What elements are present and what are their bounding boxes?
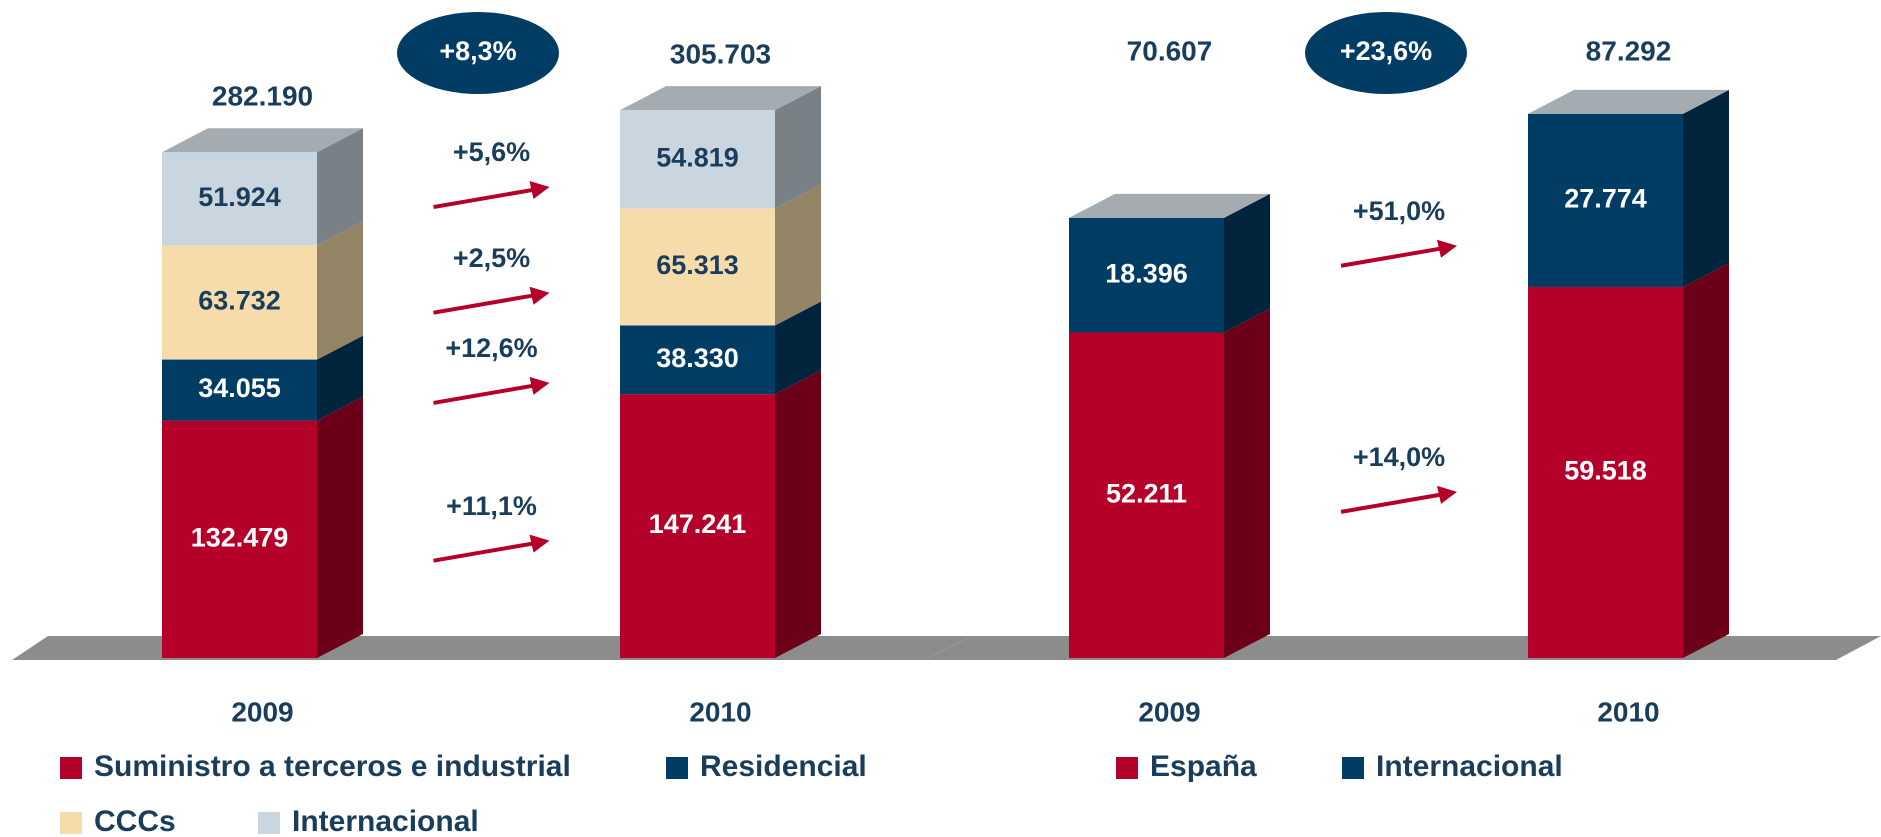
bar-top (1069, 193, 1270, 218)
segment-label: 38.330 (656, 343, 739, 373)
bar-segment (162, 420, 317, 658)
growth-arrowhead (1437, 485, 1457, 504)
bar-top (162, 128, 363, 153)
growth-label: +51,0% (1353, 196, 1445, 226)
bar-side (1683, 89, 1729, 287)
legend-label: Internacional (1376, 750, 1563, 783)
x-tick-label: 2010 (689, 696, 751, 727)
growth-label: +11,1% (446, 491, 537, 521)
total-label: 87.292 (1586, 35, 1672, 66)
growth-label: +5,6% (453, 137, 530, 167)
segment-label: 54.819 (656, 142, 739, 172)
segment-label: 65.313 (656, 250, 739, 280)
bar-side (775, 86, 821, 209)
bar-side (317, 335, 363, 421)
total-growth-label: +8,3% (439, 36, 516, 66)
growth-label: +14,0% (1353, 442, 1445, 472)
growth-arrowhead (529, 376, 550, 395)
legend-label: Internacional (292, 805, 479, 837)
total-growth-label: +23,6% (1340, 36, 1432, 66)
legend-swatch (60, 812, 82, 834)
x-tick-label: 2010 (1597, 696, 1659, 727)
bar-segment (620, 110, 775, 209)
legend-label: España (1150, 750, 1257, 783)
bar-segment (620, 208, 775, 326)
total-label: 70.607 (1127, 35, 1213, 66)
segment-label: 27.774 (1564, 184, 1647, 214)
legend-label: Suministro a terceros e industrial (94, 750, 571, 783)
bar-side (775, 370, 821, 658)
bar-side (1683, 262, 1729, 658)
growth-badge (1305, 12, 1467, 94)
segment-label: 132.479 (191, 522, 289, 552)
x-tick-label: 2009 (231, 696, 293, 727)
bar-side (317, 396, 363, 658)
floor (12, 636, 972, 660)
bar-segment (162, 359, 317, 421)
growth-label: +12,6% (445, 333, 537, 363)
bar-side (1224, 308, 1270, 658)
growth-arrowhead (529, 534, 550, 553)
segment-label: 34.055 (198, 373, 281, 403)
bar-segment (1528, 286, 1683, 658)
segment-label: 59.518 (1564, 456, 1647, 486)
growth-arrow (1340, 492, 1444, 514)
bar-segment (1069, 217, 1224, 333)
bar-side (1224, 193, 1270, 333)
bar-top (620, 86, 821, 111)
growth-arrowhead (1437, 239, 1457, 258)
floor (924, 636, 1881, 660)
legend-label: CCCs (94, 805, 176, 837)
segment-label: 51.924 (198, 182, 281, 212)
legend-swatch (1116, 757, 1138, 779)
growth-badge (397, 12, 559, 94)
total-label: 282.190 (212, 81, 313, 112)
bar-segment (1069, 332, 1224, 658)
legend-swatch (60, 757, 82, 779)
bar-segment (162, 152, 317, 246)
bar-side (775, 184, 821, 326)
legend-swatch (258, 812, 280, 834)
legend-label: Residencial (700, 750, 867, 783)
total-label: 305.703 (670, 39, 771, 70)
growth-arrow (433, 293, 536, 315)
legend-swatch (1342, 757, 1364, 779)
growth-arrowhead (529, 181, 550, 200)
bar-top (1528, 89, 1729, 114)
growth-arrow (1340, 246, 1444, 268)
bar-side (317, 221, 363, 360)
growth-arrow (433, 383, 536, 405)
segment-label: 18.396 (1105, 258, 1188, 288)
x-tick-label: 2009 (1138, 696, 1200, 727)
bar-segment (1528, 113, 1683, 287)
segment-label: 63.732 (198, 286, 281, 316)
growth-arrowhead (529, 286, 550, 305)
growth-arrow (433, 187, 536, 210)
legend-swatch (666, 757, 688, 779)
bar-segment (620, 325, 775, 395)
growth-label: +2,5% (453, 243, 530, 273)
segment-label: 52.211 (1106, 478, 1187, 508)
bar-segment (162, 245, 317, 360)
segment-label: 147.241 (649, 509, 747, 539)
bar-side (317, 128, 363, 246)
bar-segment (620, 394, 775, 658)
bar-side (775, 301, 821, 395)
growth-arrow (433, 541, 536, 563)
